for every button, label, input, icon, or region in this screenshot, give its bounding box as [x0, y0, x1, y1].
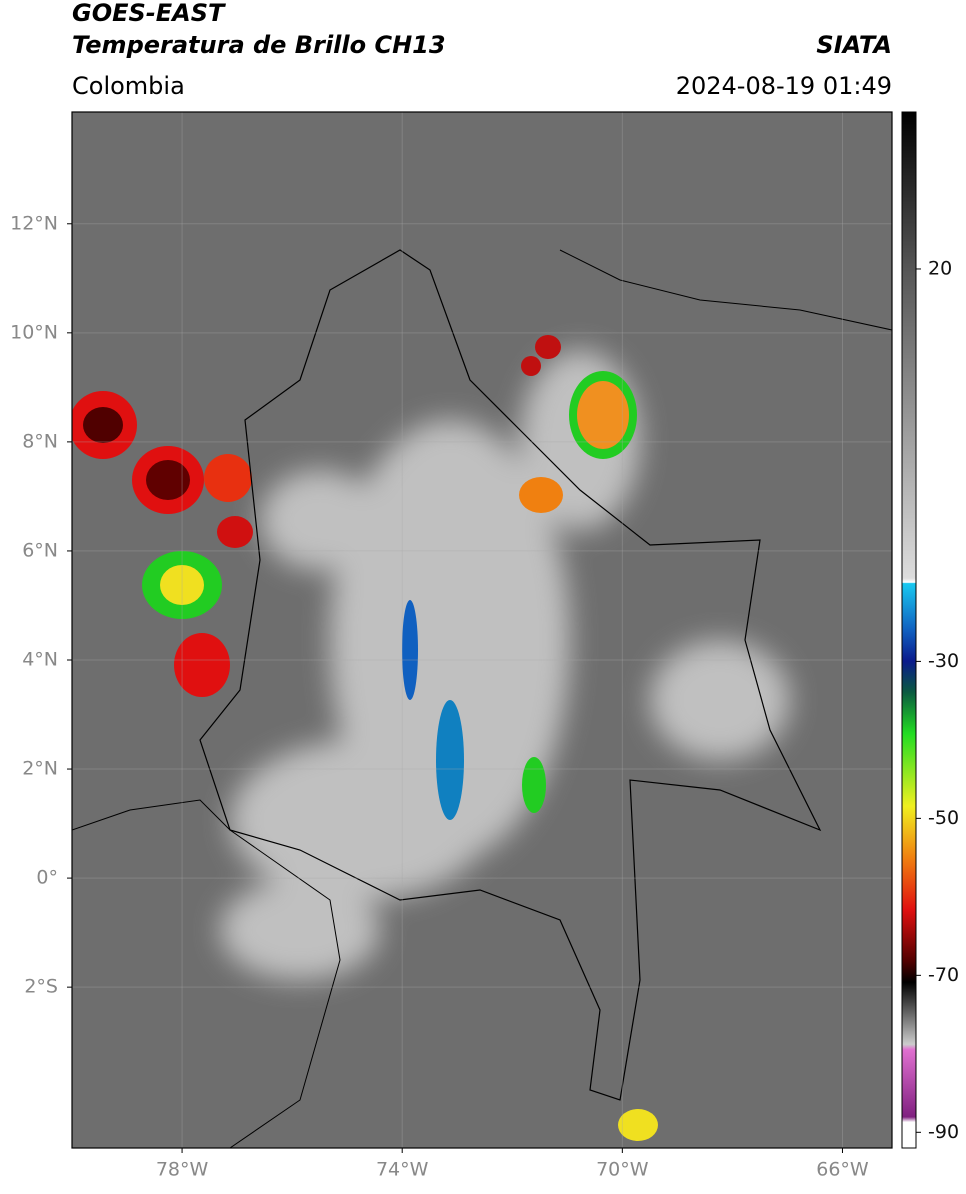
- colorbar-tick-label: -70: [928, 964, 959, 986]
- y-tick-label: 2°N: [22, 758, 58, 780]
- y-tick-label: 6°N: [22, 539, 58, 561]
- y-tick-label: 2°S: [24, 976, 58, 998]
- title: GOES-EAST: [72, 0, 226, 27]
- border: [72, 799, 341, 1148]
- source: SIATA: [816, 31, 892, 59]
- colorbar: [901, 111, 917, 1149]
- colorbar-tick-label: -30: [928, 650, 959, 672]
- storm-cells: [72, 335, 658, 1141]
- x-tick-label: 66°W: [816, 1159, 869, 1181]
- satellite-image: [72, 112, 892, 1148]
- colorbar-tick-label: -50: [928, 807, 959, 829]
- region: Colombia: [72, 72, 185, 100]
- datetime: 2024-08-19 01:49: [676, 72, 892, 100]
- coastline: [559, 249, 892, 331]
- subtitle: Temperatura de Brillo CH13: [72, 31, 446, 59]
- y-tick-label: 4°N: [22, 648, 58, 670]
- country-border: [199, 249, 822, 1101]
- y-tick-label: 12°N: [10, 212, 58, 234]
- y-tick-label: 10°N: [10, 321, 58, 343]
- map-frame: [71, 111, 893, 1149]
- colorbar-tick-label: 20: [928, 257, 952, 279]
- x-tick-label: 74°W: [376, 1159, 429, 1181]
- colorbar-tick-label: -90: [928, 1121, 959, 1143]
- y-tick-label: 8°N: [22, 430, 58, 452]
- y-tick-label: 0°: [36, 867, 58, 889]
- x-tick-label: 70°W: [596, 1159, 649, 1181]
- x-tick-label: 78°W: [156, 1159, 209, 1181]
